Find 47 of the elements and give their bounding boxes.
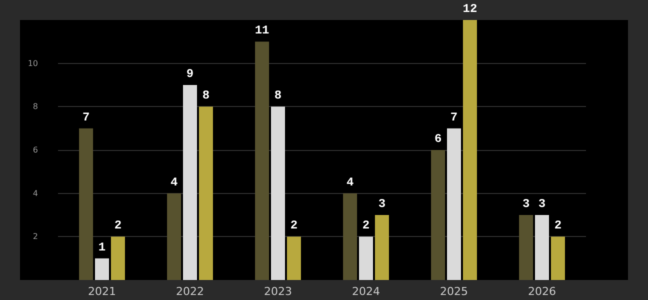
bar: [550, 236, 565, 280]
data-label: 2: [290, 218, 298, 233]
data-label: 6: [434, 132, 442, 146]
data-label: 9: [186, 67, 194, 81]
x-tick-label: 2023: [264, 285, 292, 298]
bar: [79, 128, 94, 280]
data-label: 7: [450, 110, 458, 124]
data-label: 11: [254, 24, 270, 38]
data-label: 8: [274, 88, 282, 103]
x-tick-label: 2026: [528, 285, 556, 298]
x-tick-label: 2024: [352, 285, 380, 298]
data-label: 3: [522, 197, 530, 211]
data-label: 8: [202, 88, 210, 103]
y-tick-label: 2: [32, 232, 38, 242]
bar: [343, 193, 358, 280]
data-label: 2: [114, 218, 122, 233]
data-label: 4: [170, 175, 178, 190]
bar: [462, 20, 477, 280]
bar: [447, 128, 461, 280]
bar: [431, 150, 446, 280]
bar: [167, 193, 182, 280]
bar: [286, 236, 301, 280]
bar: [519, 215, 534, 280]
data-label: 2: [362, 218, 370, 233]
y-tick-label: 8: [32, 102, 38, 112]
data-label: 4: [346, 175, 354, 190]
data-label: 12: [462, 2, 478, 16]
y-tick-label: 4: [32, 188, 38, 198]
y-tick-label: 6: [32, 146, 38, 154]
y-tick-label: 10: [28, 58, 38, 68]
data-label: 3: [378, 197, 386, 211]
bar: [255, 42, 270, 280]
data-label: 2: [554, 218, 562, 233]
bar: [359, 236, 373, 280]
data-label: 1: [98, 240, 106, 254]
data-label: 7: [82, 110, 90, 124]
bar: [374, 215, 389, 280]
bar: [110, 236, 125, 280]
x-tick-label: 2022: [176, 285, 204, 298]
bar: [183, 85, 197, 280]
bar: [271, 106, 285, 280]
bar: [535, 215, 549, 280]
data-label: 3: [538, 197, 546, 211]
x-tick-label: 2021: [88, 285, 116, 298]
x-tick-label: 2025: [440, 285, 468, 298]
bar: [95, 258, 109, 280]
bar: [198, 106, 213, 280]
